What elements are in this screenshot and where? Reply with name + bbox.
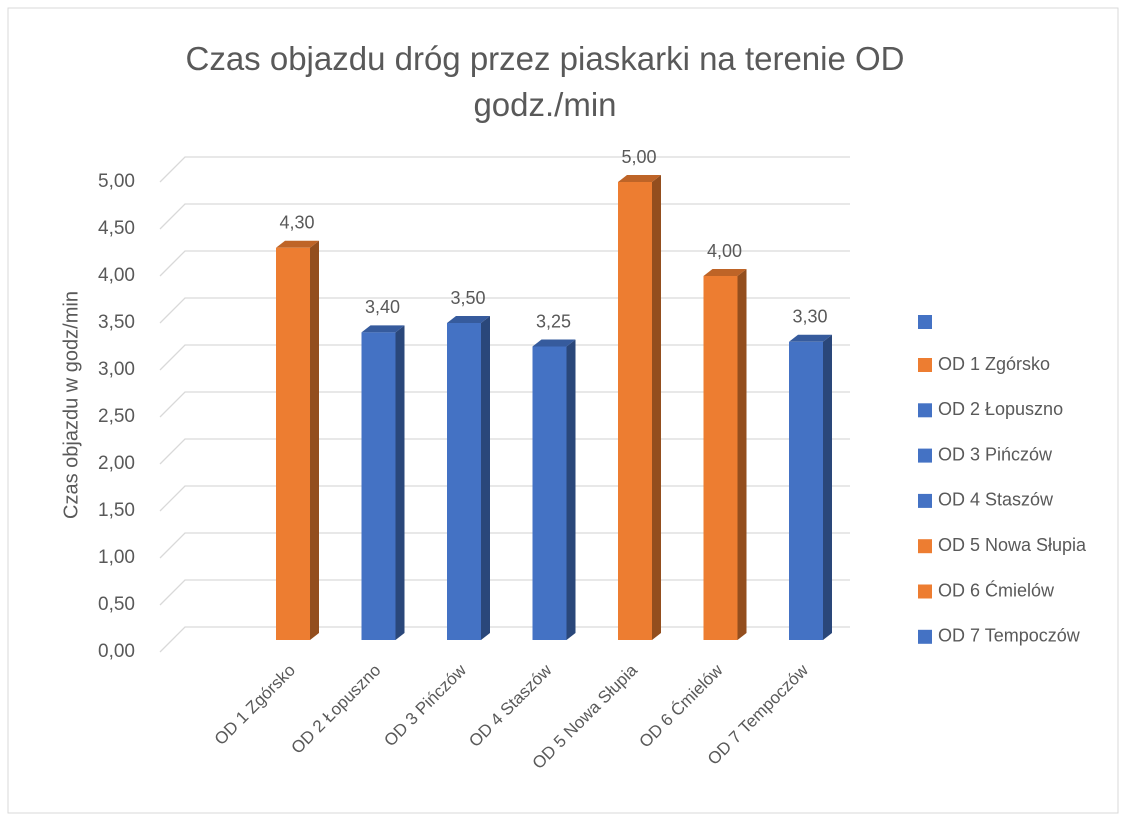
chart-title: Czas objazdu dróg przez piaskarki na ter… bbox=[185, 40, 905, 123]
legend-swatch bbox=[918, 493, 932, 508]
y-tick-label: 1,00 bbox=[98, 547, 135, 568]
bar bbox=[532, 346, 567, 640]
bar bbox=[618, 182, 652, 640]
y-axis-label: Czas objazdu w godz/min bbox=[60, 291, 82, 519]
bar-top bbox=[276, 240, 319, 248]
legend-label: OD 6 Ćmielów bbox=[938, 579, 1055, 600]
bar-top bbox=[703, 269, 747, 276]
legend-label: OD 4 Staszów bbox=[938, 490, 1054, 510]
data-label: 4,00 bbox=[707, 241, 742, 261]
bar-side bbox=[823, 334, 832, 640]
bar-top bbox=[361, 325, 405, 333]
y-tick-label: 2,50 bbox=[98, 406, 135, 427]
data-label: 4,30 bbox=[279, 213, 314, 233]
bar-side bbox=[566, 339, 576, 640]
y-tick-label: 2,00 bbox=[98, 453, 135, 474]
legend-swatch bbox=[918, 315, 932, 329]
legend-label: OD 5 Nowa Słupia bbox=[938, 535, 1087, 555]
y-tick-label: 3,00 bbox=[98, 359, 135, 380]
y-tick-label: 3,50 bbox=[98, 312, 135, 333]
y-tick-label: 4,50 bbox=[98, 218, 135, 239]
bar-top bbox=[789, 334, 832, 342]
y-tick-label: 1,50 bbox=[98, 500, 135, 521]
data-label: 3,50 bbox=[450, 288, 485, 308]
legend-swatch bbox=[918, 539, 932, 554]
y-tick-label: 4,00 bbox=[98, 265, 135, 286]
data-label: 5,00 bbox=[621, 147, 656, 167]
bar-side bbox=[310, 240, 319, 641]
bar-top bbox=[447, 316, 490, 323]
legend-swatch bbox=[918, 584, 932, 599]
y-tick-label: 0,50 bbox=[98, 594, 135, 615]
legend-swatch bbox=[918, 629, 932, 644]
bar-top bbox=[532, 339, 576, 347]
bar bbox=[447, 323, 481, 640]
bar-side bbox=[652, 175, 661, 640]
legend-label: OD 2 Łopuszno bbox=[938, 399, 1063, 419]
legend-label: OD 7 Tempoczów bbox=[938, 626, 1081, 646]
bar bbox=[789, 341, 823, 640]
bar bbox=[703, 276, 738, 640]
bar bbox=[276, 247, 310, 641]
bar-side bbox=[481, 316, 490, 640]
legend-swatch bbox=[918, 358, 932, 372]
data-label: 3,30 bbox=[792, 307, 827, 327]
data-label: 3,25 bbox=[536, 311, 571, 331]
legend-swatch bbox=[918, 403, 932, 418]
data-label: 3,40 bbox=[365, 297, 400, 317]
bar-side bbox=[737, 269, 747, 640]
bar bbox=[361, 332, 396, 640]
legend-label: OD 3 Pińczów bbox=[938, 444, 1053, 464]
legend-swatch bbox=[918, 448, 932, 463]
y-tick-label: 5,00 bbox=[98, 171, 135, 192]
legend-label: OD 1 Zgórsko bbox=[938, 354, 1050, 374]
bar-side bbox=[395, 325, 405, 640]
y-tick-label: 0,00 bbox=[98, 641, 135, 662]
grid-line bbox=[159, 156, 850, 183]
bar-top bbox=[618, 175, 661, 182]
